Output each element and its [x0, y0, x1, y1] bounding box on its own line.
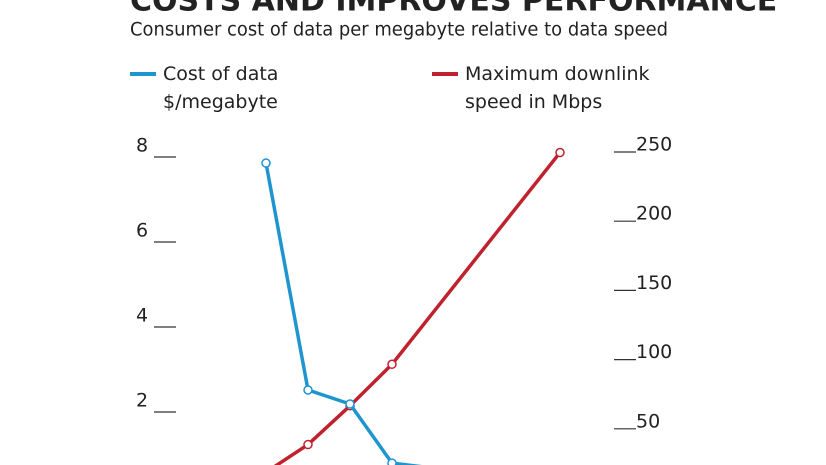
y-tick-label: 8 [136, 135, 148, 157]
legend-label: Cost of data $/megabyte [163, 63, 278, 113]
y-tick-label: 6 [136, 220, 148, 242]
y2-tick-label: 150 [636, 272, 672, 294]
point [387, 359, 397, 370]
y2-tick-label: 100 [636, 341, 672, 363]
point [345, 399, 355, 409]
chart-title: COSTS AND IMPROVES PERFORMANCE [130, 0, 777, 19]
y2-tick-label: 50 [636, 410, 660, 432]
chart-subtitle: Consumer cost of data per megabyte relat… [130, 19, 668, 41]
series-line [273, 151, 562, 465]
point [303, 385, 313, 395]
point [555, 147, 565, 158]
point [303, 439, 313, 450]
legend-label: Maximum downlink speed in Mbps [465, 63, 650, 113]
point [261, 158, 271, 168]
y-tick-label: 2 [136, 390, 148, 412]
y2-tick-label: 250 [636, 134, 672, 156]
point [387, 458, 397, 465]
y-tick-label: 4 [136, 305, 148, 327]
y2-tick-label: 200 [636, 203, 672, 225]
